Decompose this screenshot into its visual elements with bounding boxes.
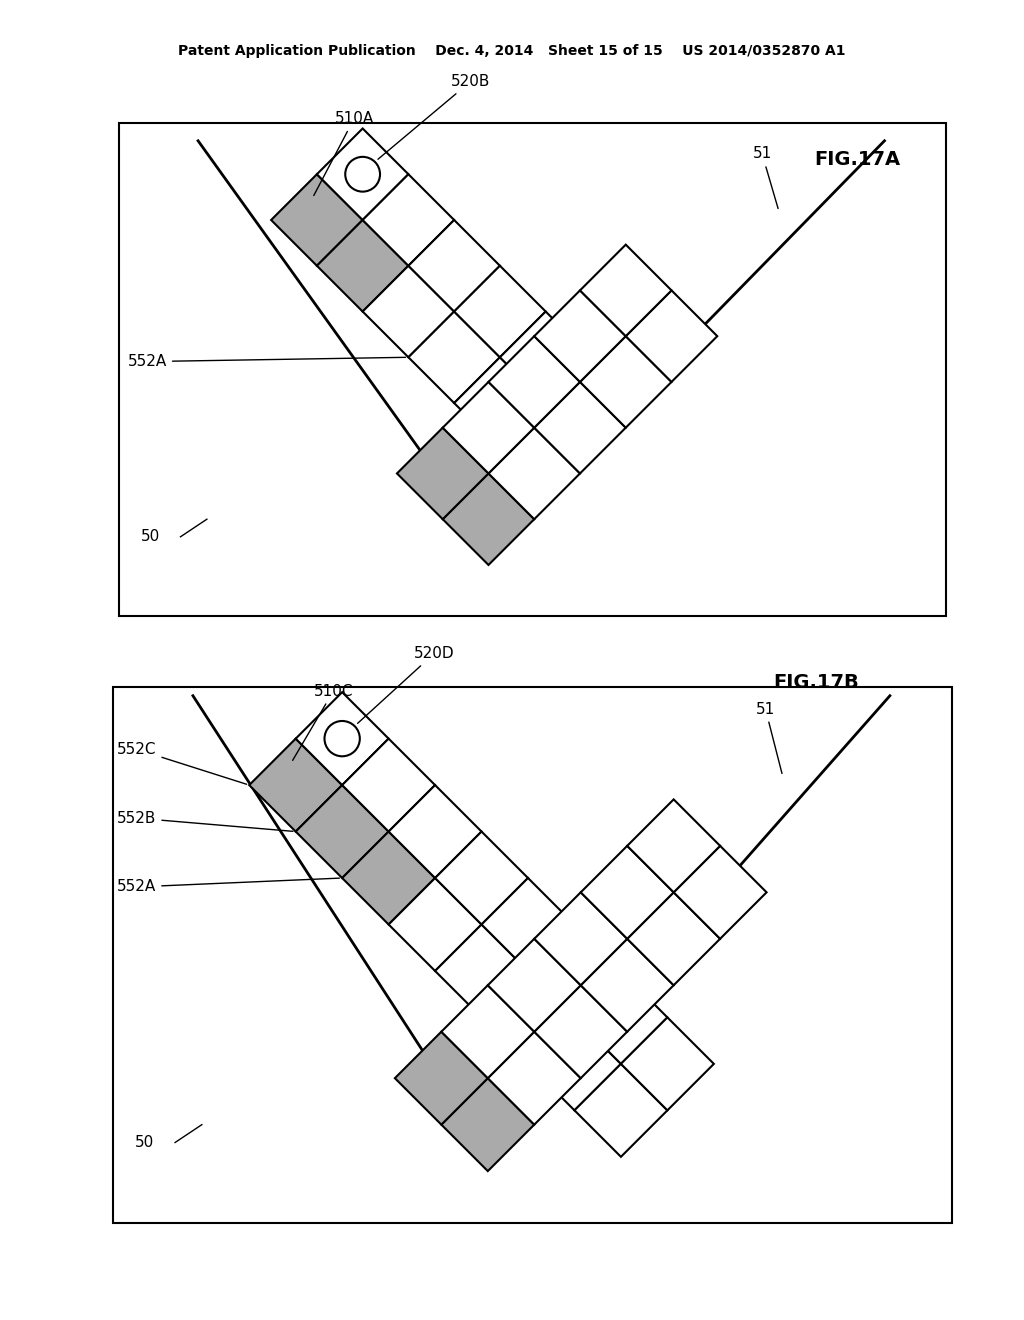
- Polygon shape: [397, 428, 488, 519]
- Text: FIG.17B: FIG.17B: [774, 673, 859, 693]
- Polygon shape: [487, 1032, 581, 1125]
- Polygon shape: [574, 1064, 668, 1156]
- Polygon shape: [316, 128, 409, 220]
- Polygon shape: [442, 381, 535, 474]
- Text: Patent Application Publication    Dec. 4, 2014   Sheet 15 of 15    US 2014/03528: Patent Application Publication Dec. 4, 2…: [178, 44, 846, 58]
- Polygon shape: [626, 290, 717, 381]
- Polygon shape: [528, 924, 621, 1018]
- Polygon shape: [296, 692, 389, 785]
- Polygon shape: [500, 403, 592, 495]
- Polygon shape: [249, 739, 342, 832]
- Polygon shape: [441, 1078, 535, 1171]
- Polygon shape: [342, 832, 435, 924]
- Polygon shape: [580, 337, 672, 428]
- Polygon shape: [574, 972, 668, 1064]
- Text: 510C: 510C: [293, 684, 353, 760]
- Polygon shape: [528, 1018, 621, 1110]
- Polygon shape: [627, 800, 720, 892]
- Circle shape: [325, 721, 359, 756]
- Polygon shape: [581, 939, 674, 1032]
- Polygon shape: [535, 381, 626, 474]
- Polygon shape: [435, 924, 528, 1018]
- Polygon shape: [362, 265, 455, 358]
- Polygon shape: [409, 220, 500, 312]
- Polygon shape: [535, 892, 627, 985]
- Polygon shape: [389, 878, 481, 972]
- Polygon shape: [621, 1018, 714, 1110]
- Polygon shape: [627, 892, 720, 985]
- Polygon shape: [409, 312, 500, 403]
- Text: 520D: 520D: [357, 647, 455, 723]
- Text: 552A: 552A: [117, 878, 339, 895]
- Polygon shape: [395, 1032, 487, 1125]
- Polygon shape: [500, 312, 592, 403]
- Polygon shape: [296, 785, 389, 878]
- Polygon shape: [535, 985, 627, 1078]
- Polygon shape: [488, 428, 580, 519]
- Polygon shape: [362, 174, 455, 265]
- Polygon shape: [674, 846, 767, 939]
- Polygon shape: [546, 358, 637, 449]
- Polygon shape: [488, 337, 580, 428]
- Text: 51: 51: [753, 147, 778, 209]
- Polygon shape: [581, 846, 674, 939]
- Text: 520B: 520B: [378, 74, 490, 160]
- Polygon shape: [580, 244, 672, 337]
- Polygon shape: [435, 832, 528, 924]
- Polygon shape: [342, 739, 435, 832]
- Text: 552C: 552C: [117, 742, 247, 784]
- Text: 50: 50: [141, 529, 160, 544]
- Polygon shape: [442, 474, 535, 565]
- Polygon shape: [441, 985, 535, 1078]
- Polygon shape: [389, 785, 481, 878]
- Text: 552B: 552B: [117, 810, 293, 832]
- Text: FIG.17A: FIG.17A: [814, 149, 900, 169]
- Text: 552A: 552A: [128, 354, 406, 370]
- Text: 510A: 510A: [313, 111, 374, 195]
- Text: 50: 50: [135, 1135, 154, 1150]
- Polygon shape: [455, 358, 546, 449]
- Polygon shape: [481, 878, 574, 972]
- Polygon shape: [481, 972, 574, 1064]
- Circle shape: [345, 157, 380, 191]
- Polygon shape: [271, 174, 362, 265]
- Polygon shape: [535, 290, 626, 381]
- Polygon shape: [455, 265, 546, 358]
- Polygon shape: [487, 939, 581, 1032]
- Polygon shape: [316, 220, 409, 312]
- Text: 51: 51: [756, 702, 782, 774]
